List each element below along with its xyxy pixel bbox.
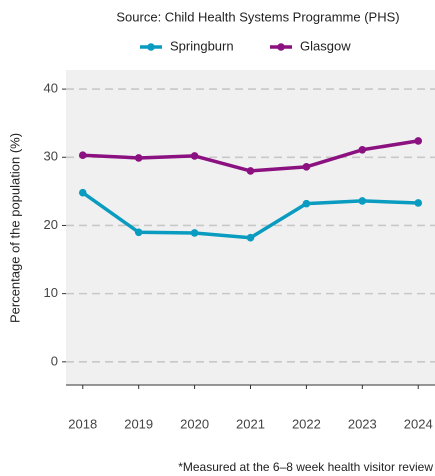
- data-point: [358, 197, 367, 205]
- x-tick-label: 2023: [348, 416, 377, 431]
- legend-marker: [277, 43, 285, 51]
- chart-subtitle: Source: Child Health Systems Programme (…: [116, 9, 399, 24]
- x-tick-label: 2024: [404, 416, 433, 431]
- y-tick-label: 10: [44, 285, 58, 300]
- data-point: [302, 199, 311, 208]
- grid: [66, 88, 435, 363]
- data-point: [246, 167, 255, 175]
- legend-marker: [147, 43, 155, 51]
- legend-label: Springburn: [170, 38, 234, 53]
- x-tick-label: 2021: [236, 416, 265, 431]
- data-point: [190, 229, 199, 237]
- data-point: [78, 188, 87, 197]
- data-point: [414, 137, 423, 145]
- footnote: *Measured at the 6–8 week health visitor…: [178, 460, 433, 474]
- y-tick-label: 0: [51, 353, 58, 368]
- data-point: [246, 233, 255, 242]
- x-tick-label: 2018: [68, 416, 97, 431]
- legend-label: Glasgow: [300, 38, 351, 53]
- data-point: [190, 152, 199, 160]
- y-tick-label: 30: [44, 149, 58, 164]
- marks: [78, 137, 423, 242]
- x-tick-label: 2022: [292, 416, 321, 431]
- plot-panel: [66, 70, 435, 385]
- x-tick-label: 2019: [124, 416, 153, 431]
- data-point: [414, 199, 423, 207]
- data-point: [134, 228, 143, 237]
- data-point: [358, 145, 367, 154]
- x-tick-label: 2020: [180, 416, 209, 431]
- data-point: [134, 154, 143, 162]
- y-tick-label: 20: [44, 217, 58, 232]
- y-tick-label: 40: [44, 81, 58, 96]
- data-point: [78, 151, 87, 160]
- data-point: [302, 163, 311, 171]
- y-axis-label: Percentage of the population (%): [7, 133, 22, 323]
